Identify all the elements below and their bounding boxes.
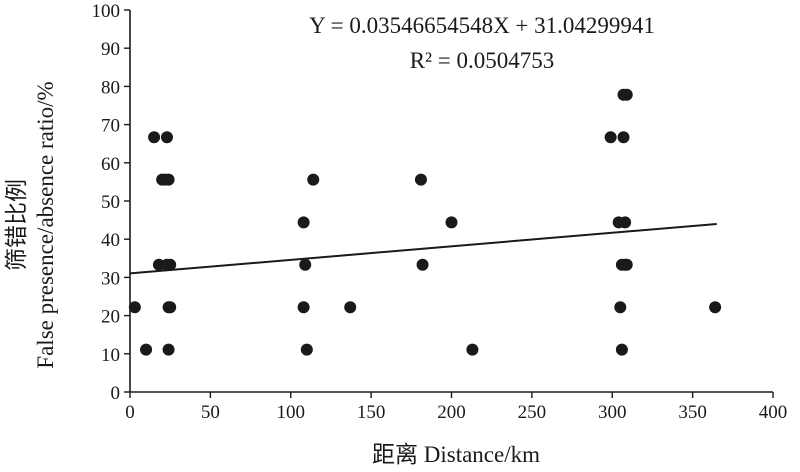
data-point — [300, 343, 313, 356]
y-axis-label-en: False presence/absence ratio/% — [33, 81, 58, 368]
y-tick-label: 90 — [101, 39, 120, 60]
data-point — [615, 343, 628, 356]
y-tick-label: 60 — [101, 154, 120, 175]
x-tick-label: 150 — [357, 402, 386, 423]
data-point — [140, 343, 153, 356]
trendline — [129, 222, 717, 275]
y-tick-label: 100 — [92, 1, 121, 22]
data-point — [709, 301, 722, 314]
data-point — [128, 301, 141, 314]
data-point — [148, 131, 161, 144]
x-tick-label: 200 — [437, 402, 466, 423]
data-point — [416, 258, 429, 271]
data-point — [162, 173, 175, 186]
data-points — [128, 88, 722, 356]
data-point — [297, 216, 310, 229]
y-axis-label-zh: 筛错比例 — [4, 179, 29, 271]
r-squared-label: R² = 0.0504753 — [410, 48, 554, 73]
x-tick-label: 250 — [518, 402, 547, 423]
y-tick-label: 40 — [101, 230, 120, 251]
data-point — [299, 258, 312, 271]
data-point — [297, 301, 310, 314]
data-point — [164, 301, 177, 314]
x-tick-label: 0 — [125, 402, 135, 423]
x-tick-label: 50 — [201, 402, 220, 423]
data-point — [164, 258, 177, 271]
data-point — [619, 216, 632, 229]
data-point — [445, 216, 458, 229]
data-point — [344, 301, 357, 314]
y-tick-label: 30 — [101, 268, 120, 289]
y-tick-label: 0 — [111, 383, 121, 404]
data-point — [604, 131, 617, 144]
x-axis-label: 距离 Distance/km — [372, 442, 540, 467]
y-tick-label: 70 — [101, 116, 120, 137]
y-tick-label: 50 — [101, 192, 120, 213]
data-point — [466, 343, 479, 356]
y-axis-ticks: 0 10 20 30 40 50 60 70 80 90 100 — [92, 1, 130, 404]
x-axis-ticks: 0 50 100 150 200 250 300 350 400 — [125, 392, 787, 423]
data-point — [617, 131, 630, 144]
x-tick-label: 100 — [277, 402, 306, 423]
y-tick-label: 80 — [101, 77, 120, 98]
data-point — [162, 343, 175, 356]
y-tick-label: 10 — [101, 345, 120, 366]
x-tick-label: 350 — [678, 402, 707, 423]
x-tick-label: 400 — [759, 402, 788, 423]
y-tick-label: 20 — [101, 307, 120, 328]
regression-equation: Y = 0.03546654548X + 31.04299941 — [309, 13, 655, 38]
data-point — [620, 258, 633, 271]
data-point — [620, 88, 633, 101]
data-point — [160, 131, 173, 144]
data-point — [307, 173, 320, 186]
data-point — [614, 301, 627, 314]
x-tick-label: 300 — [598, 402, 627, 423]
data-point — [414, 173, 427, 186]
